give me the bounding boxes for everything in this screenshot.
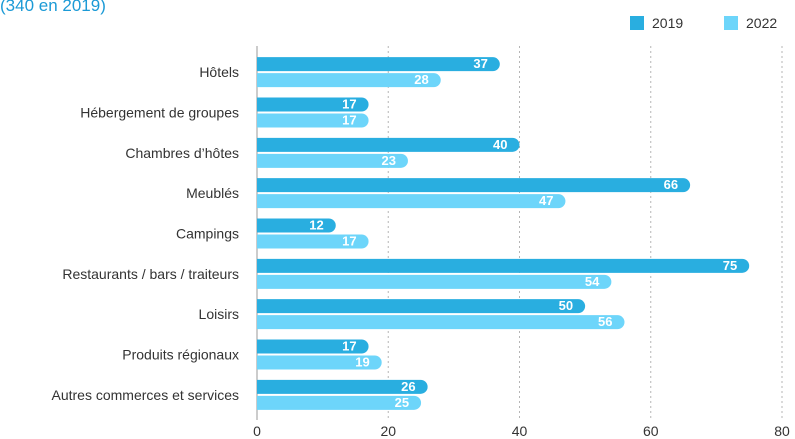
- bar-value-label: 17: [342, 234, 356, 249]
- chart-legend: 2019 2022: [630, 15, 777, 31]
- bar-2022: [257, 73, 441, 88]
- bar-2022: [257, 355, 382, 370]
- x-tick-label: 0: [253, 423, 261, 439]
- bar-2019: [257, 178, 691, 193]
- bar-value-label: 28: [414, 72, 428, 87]
- bar-2019: [257, 379, 428, 394]
- category-label: Hôtels: [199, 64, 239, 80]
- legend-swatch: [630, 16, 644, 30]
- bar-2022: [257, 274, 612, 289]
- bar-value-label: 37: [473, 56, 487, 71]
- bar-2019: [257, 218, 336, 233]
- bar-2022: [257, 113, 369, 128]
- category-label: Autres commerces et services: [52, 387, 240, 403]
- bar-value-label: 17: [342, 113, 356, 128]
- bar-value-label: 50: [559, 298, 573, 313]
- bar-2022: [257, 395, 422, 410]
- bar-2019: [257, 258, 750, 273]
- bar-2019: [257, 339, 369, 354]
- bar-value-label: 25: [395, 395, 409, 410]
- legend-swatch: [724, 16, 738, 30]
- category-label: Hébergement de groupes: [80, 105, 239, 121]
- bar-2022: [257, 315, 625, 330]
- bar-2019: [257, 137, 520, 152]
- bar-value-label: 17: [342, 339, 356, 354]
- bar-value-label: 54: [585, 274, 600, 289]
- bar-value-label: 56: [598, 314, 612, 329]
- bar-2019: [257, 299, 586, 314]
- bar-value-label: 17: [342, 97, 356, 112]
- x-axis-ticks: 0 20 40 60 80: [253, 423, 790, 439]
- bar-2019: [257, 97, 369, 112]
- bar-value-label: 75: [723, 258, 737, 273]
- category-label: Chambres d’hôtes: [125, 145, 239, 161]
- bar-value-label: 40: [493, 137, 507, 152]
- legend-label: 2019: [652, 15, 683, 31]
- bar-2022: [257, 153, 408, 168]
- bar-value-label: 19: [355, 355, 369, 370]
- category-labels: Hôtels Hébergement de groupes Chambres d’h…: [52, 64, 240, 403]
- bar-value-label: 66: [664, 177, 678, 192]
- x-tick-label: 20: [380, 423, 396, 439]
- legend-label: 2022: [746, 15, 777, 31]
- bar-value-label: 26: [401, 379, 415, 394]
- chart-subtitle: (340 en 2019): [0, 0, 106, 15]
- bar-2019: [257, 57, 500, 72]
- category-label: Campings: [176, 226, 239, 242]
- category-label: Loisirs: [199, 306, 239, 322]
- bar-2022: [257, 234, 369, 249]
- category-label: Restaurants / bars / traiteurs: [62, 266, 239, 282]
- bar-value-label: 47: [539, 193, 553, 208]
- bar-value-label: 23: [381, 153, 395, 168]
- category-label: Meublés: [186, 185, 239, 201]
- x-tick-label: 80: [774, 423, 790, 439]
- x-tick-label: 60: [643, 423, 659, 439]
- bar-2022: [257, 194, 566, 209]
- category-label: Produits régionaux: [122, 347, 239, 363]
- x-tick-label: 40: [512, 423, 528, 439]
- bar-value-label: 12: [309, 218, 323, 233]
